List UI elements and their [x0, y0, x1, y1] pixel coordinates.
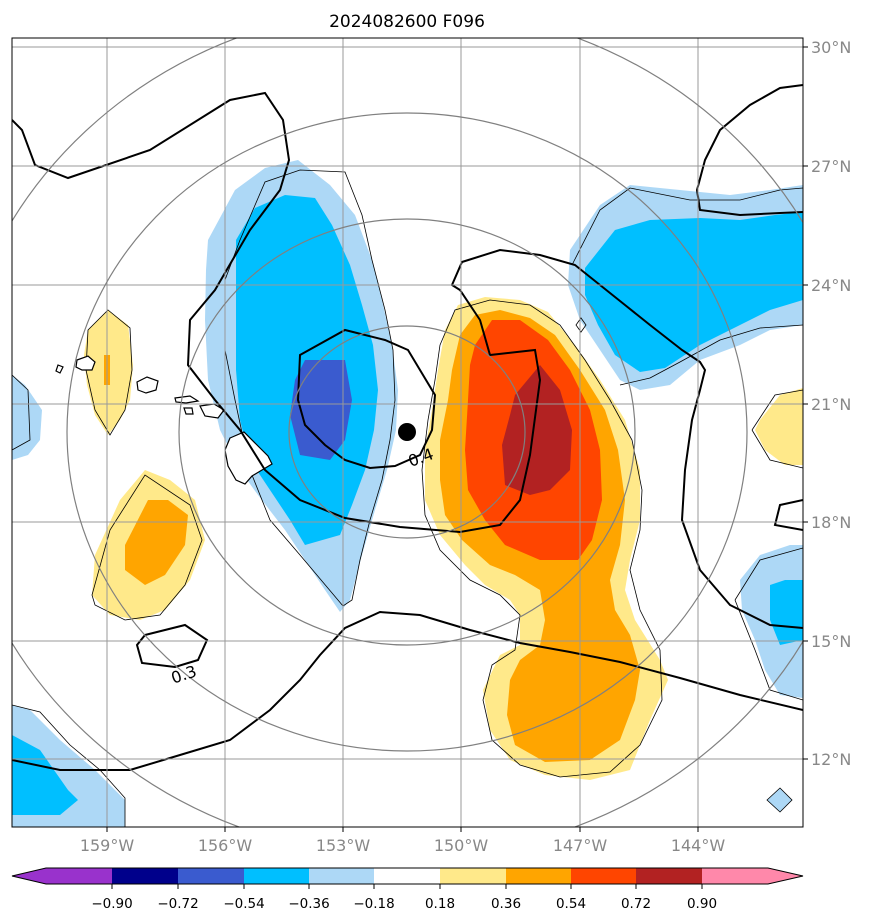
colorbar-extend-min: [12, 868, 46, 884]
map-area: 0.4 0.3: [12, 38, 803, 827]
colorbar-swatch: [178, 868, 244, 884]
colorbar-tick-label: −0.18: [353, 896, 394, 912]
lat-label-27n: 27°N: [811, 157, 851, 176]
colorbar-tick-label: −0.90: [91, 896, 132, 912]
negative-anomaly-northeast: [568, 185, 803, 390]
colorbar-swatch: [702, 868, 768, 884]
colorbar-swatch: [506, 868, 571, 884]
colorbar-tick-label: 0.18: [425, 896, 455, 912]
colorbar-tick-label: −0.54: [223, 896, 264, 912]
colorbar-tick-label: 0.90: [687, 896, 717, 912]
lat-label-21n: 21°N: [811, 395, 851, 414]
colorbar-tick-label: −0.36: [288, 896, 329, 912]
bold-contours: [12, 84, 803, 771]
lon-label-147w: 147°W: [553, 836, 608, 855]
positive-anomaly-central: [425, 297, 668, 780]
colorbar-swatch: [309, 868, 374, 884]
lat-label-15n: 15°N: [811, 632, 851, 651]
lon-label-153w: 153°W: [316, 836, 371, 855]
lat-label-18n: 18°N: [811, 513, 851, 532]
colorbar-tick-label: −0.72: [157, 896, 198, 912]
colorbar-swatch: [244, 868, 309, 884]
colorbar-swatch: [374, 868, 440, 884]
colorbar-swatch: [571, 868, 636, 884]
colorbar-swatch: [636, 868, 702, 884]
lon-label-144w: 144°W: [671, 836, 726, 855]
positive-anomaly-east: [755, 388, 803, 465]
graticule: [12, 38, 803, 827]
colorbar: −0.90 −0.72 −0.54 −0.36 −0.18 0.18 0.36 …: [11, 867, 804, 912]
range-rings: [12, 38, 803, 827]
hawaiian-islands: [55, 355, 273, 485]
colorbar-tick-label: 0.36: [491, 896, 521, 912]
negative-anomaly-west-edge: [12, 375, 42, 460]
map-frame: [11, 37, 804, 828]
negative-anomaly-east: [740, 545, 803, 698]
lat-label-30n: 30°N: [811, 38, 851, 57]
latitude-labels: 30°N 27°N 24°N 21°N 18°N 15°N 12°N: [803, 38, 851, 769]
colorbar-swatch: [46, 868, 112, 884]
storm-center-marker: [398, 423, 416, 441]
colorbar-extend-max: [768, 868, 803, 884]
colorbar-tick-label: 0.72: [621, 896, 651, 912]
colorbar-swatch: [440, 868, 506, 884]
lat-label-24n: 24°N: [811, 276, 851, 295]
lat-label-12n: 12°N: [811, 750, 851, 769]
lon-label-159w: 159°W: [80, 836, 135, 855]
map-title: 2024082600 F096: [329, 12, 485, 32]
negative-anomaly-southwest: [12, 705, 125, 827]
lon-label-156w: 156°W: [198, 836, 253, 855]
positive-anomaly-southwest: [92, 470, 205, 620]
longitude-labels: 159°W 156°W 153°W 150°W 147°W 144°W: [80, 827, 726, 855]
colorbar-swatch: [112, 868, 178, 884]
lon-label-150w: 150°W: [434, 836, 489, 855]
colorbar-tick-label: 0.54: [556, 896, 586, 912]
